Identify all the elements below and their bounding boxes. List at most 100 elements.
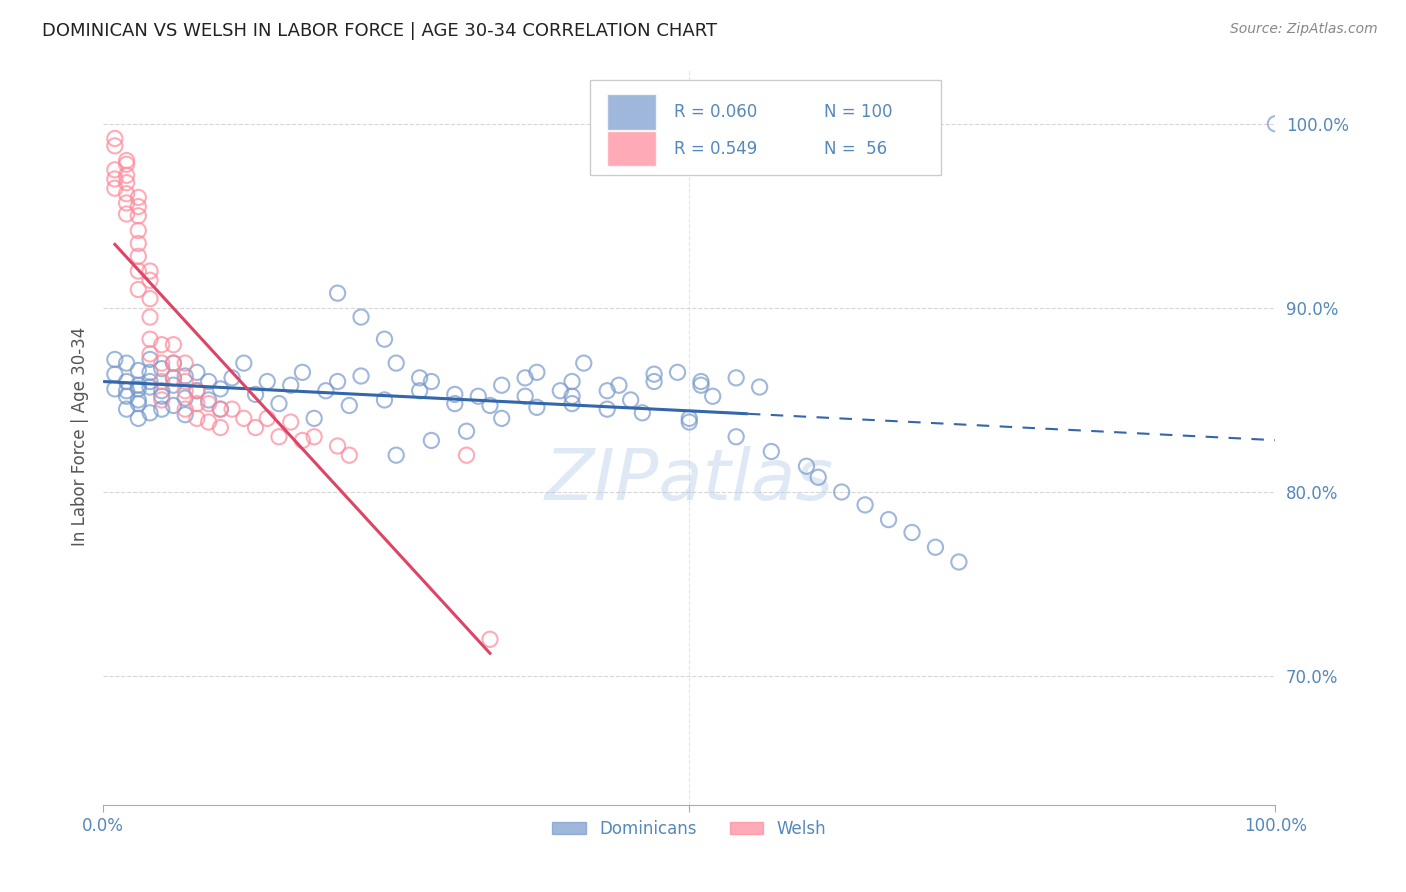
Point: [232, 411, 254, 425]
Point: [162, 356, 184, 370]
Point: [209, 420, 232, 434]
Point: [174, 402, 197, 417]
Point: [221, 402, 243, 417]
Point: [596, 402, 619, 417]
Point: [408, 384, 430, 398]
Point: [174, 384, 197, 398]
Point: [924, 540, 946, 554]
Point: [139, 292, 162, 306]
Point: [115, 356, 138, 370]
Point: [385, 356, 408, 370]
Point: [174, 369, 197, 384]
Point: [796, 459, 818, 474]
Point: [315, 384, 337, 398]
Point: [948, 555, 970, 569]
Point: [127, 223, 149, 237]
Point: [491, 378, 513, 392]
Point: [150, 392, 173, 407]
Point: [221, 371, 243, 385]
Point: [162, 356, 184, 370]
Point: [515, 371, 537, 385]
Point: [561, 396, 583, 410]
Point: [337, 448, 360, 462]
Point: [104, 162, 127, 177]
Legend: Dominicans, Welsh: Dominicans, Welsh: [546, 814, 832, 845]
Bar: [607, 95, 657, 129]
Point: [162, 371, 184, 385]
Point: [467, 389, 489, 403]
Point: [197, 375, 219, 389]
Point: [690, 378, 713, 392]
Point: [162, 337, 184, 351]
Point: [115, 186, 138, 201]
Point: [643, 375, 665, 389]
Text: R = 0.060: R = 0.060: [673, 103, 758, 121]
Point: [115, 153, 138, 168]
Point: [139, 332, 162, 346]
Point: [337, 399, 360, 413]
Point: [725, 430, 748, 444]
Point: [408, 371, 430, 385]
Point: [877, 513, 900, 527]
Point: [104, 181, 127, 195]
Point: [150, 361, 173, 376]
Point: [127, 200, 149, 214]
Point: [209, 402, 232, 417]
Point: [127, 283, 149, 297]
Text: Source: ZipAtlas.com: Source: ZipAtlas.com: [1230, 22, 1378, 37]
Point: [350, 310, 373, 324]
Point: [232, 356, 254, 370]
Point: [807, 470, 830, 484]
Point: [643, 367, 665, 381]
Point: [115, 195, 138, 210]
Point: [666, 365, 689, 379]
Point: [115, 157, 138, 171]
Point: [162, 378, 184, 392]
Point: [139, 375, 162, 389]
Point: [127, 378, 149, 392]
Point: [572, 356, 595, 370]
Point: [139, 264, 162, 278]
Point: [104, 352, 127, 367]
Point: [127, 249, 149, 263]
Point: [139, 347, 162, 361]
Point: [127, 209, 149, 223]
Point: [561, 375, 583, 389]
Point: [162, 399, 184, 413]
Point: [725, 371, 748, 385]
Point: [174, 391, 197, 405]
Point: [139, 352, 162, 367]
Point: [373, 392, 395, 407]
Point: [478, 399, 501, 413]
Point: [280, 415, 302, 429]
Point: [1264, 117, 1286, 131]
Text: DOMINICAN VS WELSH IN LABOR FORCE | AGE 30-34 CORRELATION CHART: DOMINICAN VS WELSH IN LABOR FORCE | AGE …: [42, 22, 717, 40]
Point: [515, 389, 537, 403]
Point: [186, 384, 208, 398]
Point: [104, 367, 127, 381]
Point: [302, 430, 325, 444]
Point: [373, 332, 395, 346]
Point: [456, 424, 478, 438]
Point: [127, 264, 149, 278]
Point: [115, 207, 138, 221]
Point: [197, 415, 219, 429]
Point: [291, 365, 314, 379]
Point: [326, 439, 349, 453]
Point: [267, 396, 290, 410]
Text: N =  56: N = 56: [824, 140, 887, 158]
Point: [115, 169, 138, 183]
Point: [326, 286, 349, 301]
Point: [162, 371, 184, 385]
Point: [702, 389, 724, 403]
Point: [115, 389, 138, 403]
Point: [209, 402, 232, 417]
Point: [115, 375, 138, 389]
Point: [678, 411, 700, 425]
Point: [197, 392, 219, 407]
Point: [150, 384, 173, 398]
Point: [385, 448, 408, 462]
Point: [150, 375, 173, 389]
Point: [901, 525, 924, 540]
Point: [256, 375, 278, 389]
